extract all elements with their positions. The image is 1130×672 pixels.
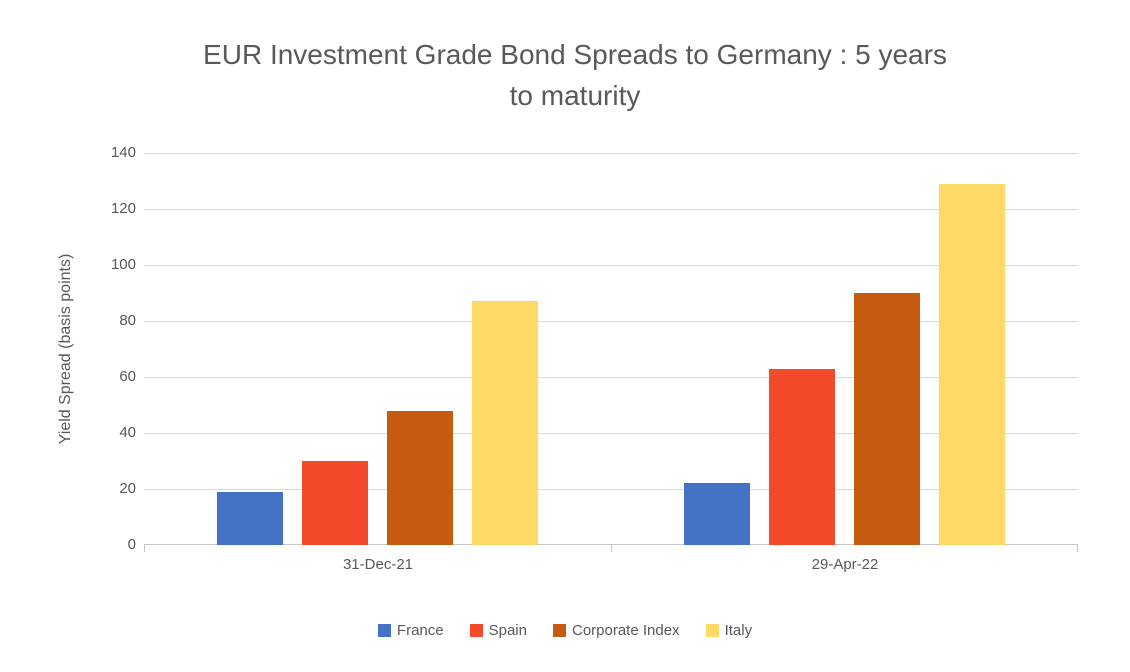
bar-spain-29-apr-22: [769, 369, 835, 545]
bar-corporate-index-31-dec-21: [387, 411, 453, 545]
bar-france-29-apr-22: [684, 483, 750, 545]
gridline: [144, 321, 1078, 322]
legend-label-france: France: [396, 622, 444, 639]
y-axis-title: Yield Spread (basis points): [57, 253, 74, 445]
legend-swatch-france: [377, 624, 391, 637]
gridline: [144, 265, 1078, 266]
chart-title-line2: to maturity: [509, 80, 641, 111]
bar-spain-31-dec-21: [302, 461, 368, 545]
axis-tick: [144, 545, 145, 552]
x-axis-line: [144, 544, 1078, 545]
y-tick-label: 80: [119, 312, 136, 329]
chart-title: EUR Investment Grade Bond Spreads to Ger…: [20, 34, 1130, 116]
legend-item-spain: Spain: [469, 622, 527, 639]
legend-swatch-italy: [705, 624, 719, 637]
bar-france-31-dec-21: [217, 492, 283, 545]
legend-item-france: France: [377, 622, 444, 639]
bar-italy-31-dec-21: [472, 301, 538, 545]
chart-title-line1: EUR Investment Grade Bond Spreads to Ger…: [203, 39, 947, 70]
axis-tick: [1077, 545, 1078, 552]
y-tick-label: 140: [110, 144, 136, 161]
y-tick-label: 120: [110, 200, 136, 217]
legend-label-italy: Italy: [724, 622, 753, 639]
axis-tick: [611, 545, 612, 552]
legend-swatch-corporate-index: [552, 624, 566, 637]
y-tick-label: 40: [119, 424, 136, 441]
y-tick-label: 0: [127, 536, 136, 553]
gridline: [144, 433, 1078, 434]
legend: France Spain Corporate Index Italy: [0, 622, 1130, 639]
bar-corporate-index-29-apr-22: [854, 293, 920, 545]
legend-swatch-spain: [469, 624, 483, 637]
gridline: [144, 489, 1078, 490]
x-category-label-31-dec-21: 31-Dec-21: [342, 556, 414, 573]
bar-italy-29-apr-22: [939, 184, 1005, 545]
y-tick-label: 100: [110, 256, 136, 273]
legend-item-corporate-index: Corporate Index: [552, 622, 680, 639]
gridline: [144, 153, 1078, 154]
legend-label-spain: Spain: [488, 622, 527, 639]
gridline: [144, 209, 1078, 210]
legend-label-corporate-index: Corporate Index: [571, 622, 680, 639]
x-category-label-29-apr-22: 29-Apr-22: [811, 556, 879, 573]
y-tick-label: 60: [119, 368, 136, 385]
legend-item-italy: Italy: [705, 622, 753, 639]
gridline: [144, 377, 1078, 378]
y-tick-label: 20: [119, 480, 136, 497]
plot-area: [144, 153, 1078, 552]
